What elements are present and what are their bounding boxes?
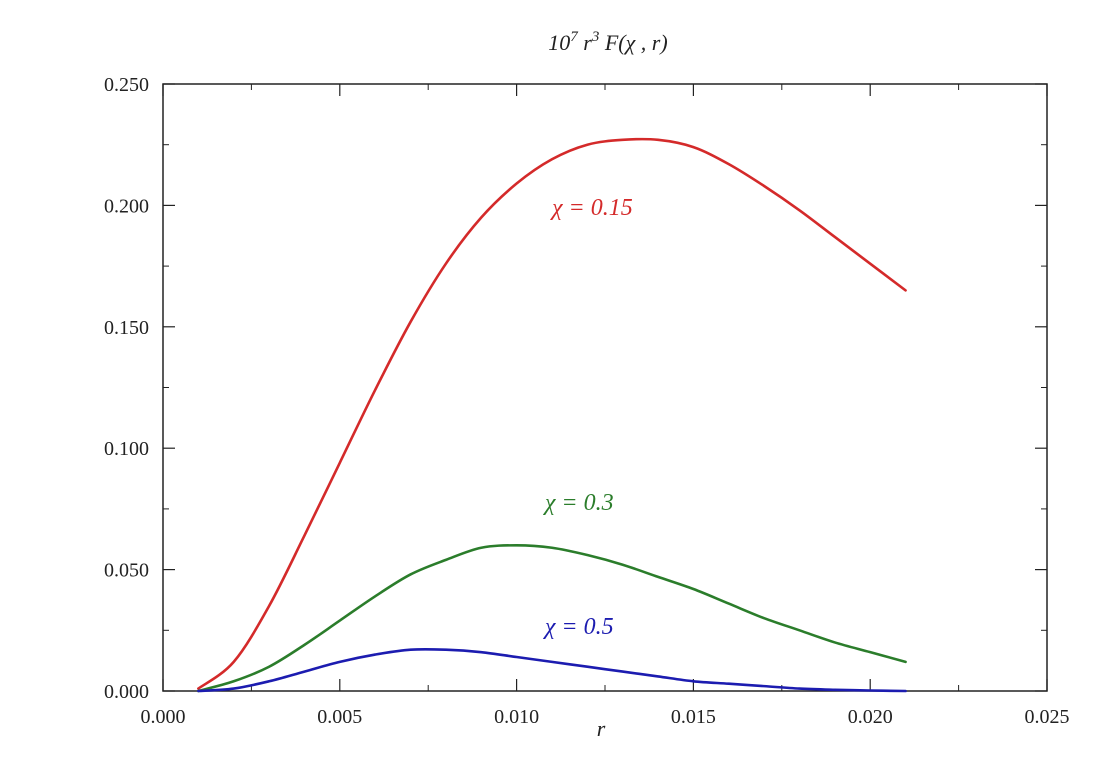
x-axis: 0.000 0.005 0.010 0.015 0.020 0.025 xyxy=(141,84,1070,728)
y-tick-label: 0.200 xyxy=(104,195,149,217)
x-tick-label: 0.005 xyxy=(317,706,362,728)
y-tick-label: 0.150 xyxy=(104,317,149,339)
series-line-2 xyxy=(197,544,907,693)
series-label-1: χ = 0.15 xyxy=(550,195,633,221)
y-axis: 0.000 0.050 0.100 0.150 0.200 0.250 xyxy=(104,74,1047,703)
y-tick-label: 0.000 xyxy=(104,681,149,703)
series-layer xyxy=(197,137,907,693)
x-tick-label: 0.025 xyxy=(1025,706,1070,728)
series-line-1 xyxy=(197,137,907,690)
y-tick-label: 0.250 xyxy=(104,74,149,96)
x-axis-label: r xyxy=(597,716,606,741)
x-tick-label: 0.015 xyxy=(671,706,716,728)
series-line-3 xyxy=(197,647,907,693)
plot-frame xyxy=(162,83,1048,692)
series-label-3: χ = 0.5 xyxy=(543,614,614,640)
x-tick-label: 0.020 xyxy=(848,706,893,728)
chart-title: 107 r3 F(χ , r) xyxy=(548,29,667,55)
series-label-2: χ = 0.3 xyxy=(543,490,614,516)
x-tick-label: 0.000 xyxy=(141,706,186,728)
y-tick-label: 0.050 xyxy=(104,560,149,582)
annotation-layer: χ = 0.15 χ = 0.3 χ = 0.5 xyxy=(543,195,633,640)
y-tick-label: 0.100 xyxy=(104,438,149,460)
x-tick-label: 0.010 xyxy=(494,706,539,728)
